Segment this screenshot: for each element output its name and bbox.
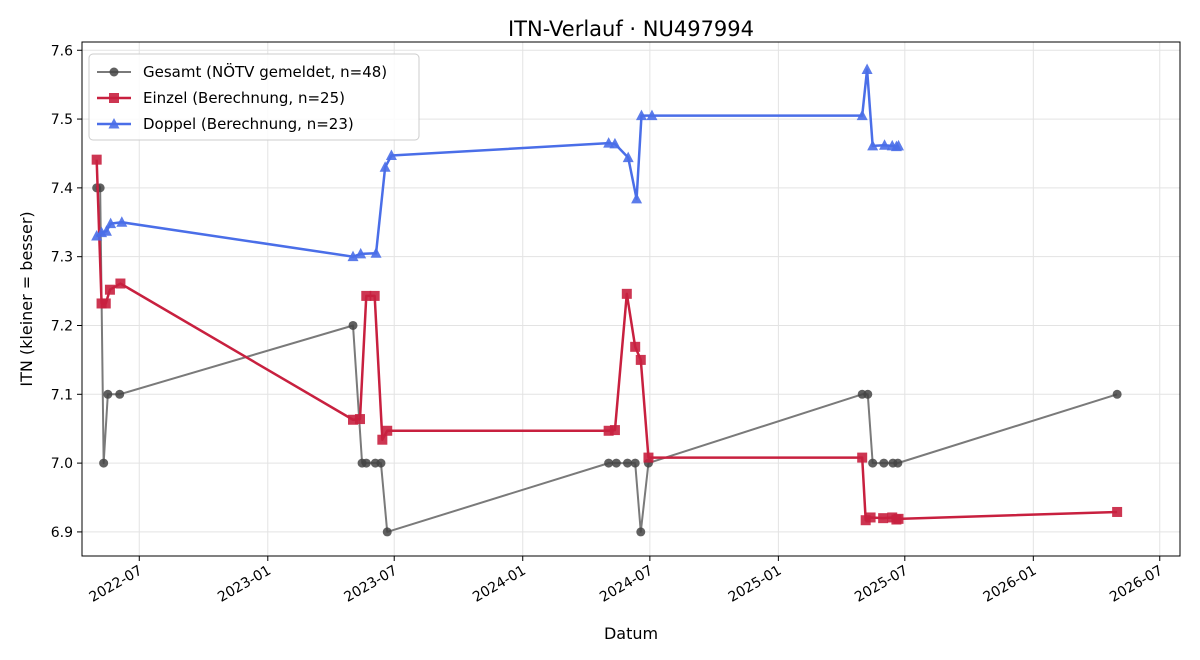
data-point-gesamt [115,389,125,399]
data-point-doppel [893,139,905,151]
plot-area-frame [81,41,1181,557]
data-point-einzel [369,290,380,301]
data-point-doppel [622,151,634,163]
data-point-doppel [370,247,382,258]
data-point-doppel [91,230,103,241]
data-point-gesamt [636,527,646,537]
legend-frame [88,53,420,141]
data-point-gesamt [382,527,392,537]
data-point-einzel [603,425,614,436]
chart-title: ITN-Verlauf · NU497994 [508,17,754,41]
data-point-gesamt [604,458,614,468]
data-point-einzel [115,278,126,289]
legend-label-doppel: Doppel (Berechnung, n=23) [143,115,354,133]
y-tick-label: 7.5 [51,112,73,128]
data-point-einzel [621,288,632,299]
data-point-gesamt [1112,389,1122,399]
legend: Gesamt (NÖTV gemeldet, n=48) Einzel (Bere… [88,53,420,141]
legend-label-gesamt: Gesamt (NÖTV gemeldet, n=48) [143,62,387,81]
data-point-einzel [382,425,393,436]
data-point-doppel [105,217,117,229]
data-point-doppel [635,109,647,121]
data-point-einzel [635,354,646,365]
data-point-gesamt [99,458,109,468]
data-point-doppel [355,247,367,259]
data-point-gesamt [630,458,640,468]
data-point-gesamt [868,458,878,468]
series-einzel [91,154,1123,526]
legend-marker-gesamt [109,67,119,77]
y-tick-label: 7.1 [51,387,73,403]
legend-marker-einzel [109,93,119,103]
data-point-gesamt [611,458,621,468]
data-point-doppel [879,139,891,150]
data-point-einzel [1112,506,1123,517]
y-tick-label: 7.3 [51,250,73,266]
data-point-gesamt [893,458,903,468]
y-tick-label: 7.6 [51,43,73,59]
data-point-einzel [857,452,868,463]
legend-marker-doppel [108,118,120,129]
data-point-einzel [348,414,359,425]
y-tick-label: 6.9 [51,525,73,541]
legend-label-einzel: Einzel (Berechnung, n=25) [143,89,345,107]
data-point-doppel [646,109,658,121]
data-point-doppel [867,139,879,151]
data-point-doppel [347,250,359,262]
data-point-doppel [379,161,391,172]
y-axis-title: ITN (kleiner = besser) [17,211,36,386]
data-point-gesamt [879,458,889,468]
series-layer [91,63,1123,537]
data-point-einzel [104,284,115,295]
series-doppel [91,63,905,262]
data-point-einzel [609,425,620,436]
x-axis-title: Datum [604,624,658,643]
data-point-doppel [385,149,397,161]
data-point-einzel [354,414,365,425]
data-point-doppel [861,63,873,75]
data-point-einzel [893,513,904,524]
data-point-gesamt [103,389,113,399]
y-tick-label: 7.0 [51,456,73,472]
data-point-doppel [116,216,128,227]
data-point-einzel [643,452,654,463]
y-tick-label: 7.4 [51,181,73,197]
data-point-doppel [609,137,621,149]
data-point-einzel [630,341,641,352]
y-tick-label: 7.2 [51,318,73,334]
data-point-doppel [856,109,868,121]
data-point-gesamt [863,389,873,399]
data-point-gesamt [376,458,386,468]
data-point-doppel [631,192,643,204]
series-gesamt [92,183,1122,537]
data-point-einzel [100,298,111,309]
data-point-gesamt [623,458,633,468]
data-point-einzel [91,154,102,165]
data-point-doppel [100,225,112,236]
data-point-einzel [878,513,889,524]
data-point-einzel [377,434,388,445]
data-point-gesamt [348,320,358,330]
data-point-einzel [865,512,876,523]
data-point-gesamt [361,458,371,468]
data-point-einzel [361,290,372,301]
